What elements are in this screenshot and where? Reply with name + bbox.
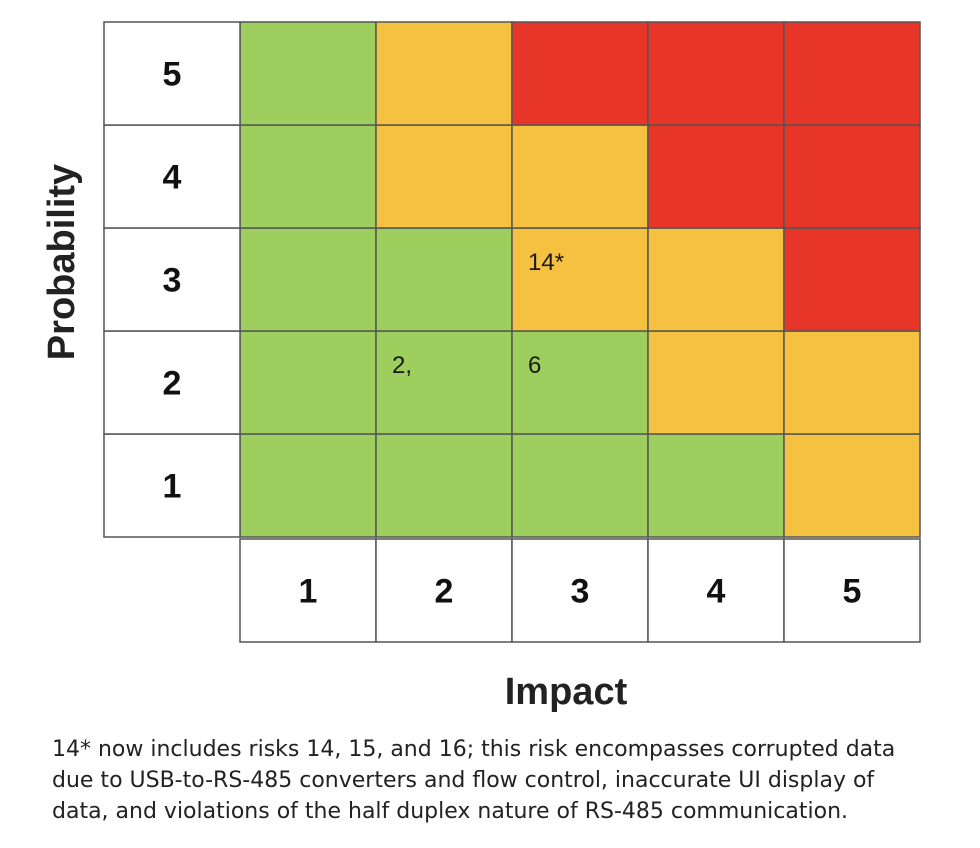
- x-tick-box-3: [511, 538, 649, 643]
- cell-impact-3-probability-4: [511, 124, 649, 229]
- cell-impact-5-probability-1: [783, 433, 921, 538]
- x-axis-ticks: 1 2 3 4 5: [239, 538, 921, 643]
- x-tick-box-4: [647, 538, 785, 643]
- y-tick-label-4: 4: [163, 159, 182, 197]
- annotation-6: 6: [528, 352, 541, 379]
- x-tick-label-1: 1: [299, 573, 318, 611]
- cell-impact-3-probability-1: [511, 433, 649, 538]
- x-tick-box-5: [783, 538, 921, 643]
- cell-impact-4-probability-3: [647, 227, 785, 332]
- y-tick-box-2: [103, 330, 241, 435]
- heatmap-cells: [239, 21, 921, 538]
- y-axis-title: Probability: [41, 164, 83, 360]
- y-tick-box-5: [103, 21, 241, 126]
- cell-impact-4-probability-1: [647, 433, 785, 538]
- cell-impact-2-probability-5: [375, 21, 513, 126]
- y-tick-label-3: 3: [163, 262, 182, 300]
- cell-impact-1-probability-5: [239, 21, 377, 126]
- footnote-text: 14* now includes risks 14, 15, and 16; t…: [52, 737, 896, 824]
- cell-impact-3-probability-3: [511, 227, 649, 332]
- x-tick-box-2: [375, 538, 513, 643]
- cell-annotations: 2, 6 14*: [392, 249, 564, 379]
- y-tick-label-5: 5: [163, 56, 182, 94]
- cell-impact-5-probability-3: [783, 227, 921, 332]
- cell-impact-2-probability-1: [375, 433, 513, 538]
- cell-impact-5-probability-4: [783, 124, 921, 229]
- x-tick-label-2: 2: [435, 573, 454, 611]
- cell-impact-3-probability-5: [511, 21, 649, 126]
- annotation-2: 2,: [392, 352, 412, 379]
- annotation-14: 14*: [528, 249, 564, 276]
- cell-impact-5-probability-2: [783, 330, 921, 435]
- cell-impact-2-probability-4: [375, 124, 513, 229]
- cell-impact-4-probability-2: [647, 330, 785, 435]
- cell-impact-3-probability-2: [511, 330, 649, 435]
- cell-impact-1-probability-2: [239, 330, 377, 435]
- cell-impact-4-probability-5: [647, 21, 785, 126]
- y-tick-box-3: [103, 227, 241, 332]
- x-tick-label-5: 5: [843, 573, 862, 611]
- x-tick-label-4: 4: [707, 573, 726, 611]
- cell-impact-1-probability-3: [239, 227, 377, 332]
- cell-impact-1-probability-4: [239, 124, 377, 229]
- y-tick-label-1: 1: [163, 468, 182, 506]
- x-tick-label-3: 3: [571, 573, 590, 611]
- cell-impact-5-probability-5: [783, 21, 921, 126]
- y-axis-ticks: 1 2 3 4 5: [103, 21, 241, 538]
- risk-matrix-chart: 2, 6 14* 1 2 3 4 5 1 2 3 4 5 Probability Impact: [41, 21, 921, 713]
- cell-impact-1-probability-1: [239, 433, 377, 538]
- x-axis-title: Impact: [505, 671, 628, 713]
- y-tick-box-4: [103, 124, 241, 229]
- x-tick-box-1: [239, 538, 377, 643]
- cell-impact-2-probability-3: [375, 227, 513, 332]
- cell-impact-2-probability-2: [375, 330, 513, 435]
- y-tick-label-2: 2: [163, 365, 182, 403]
- cell-impact-4-probability-4: [647, 124, 785, 229]
